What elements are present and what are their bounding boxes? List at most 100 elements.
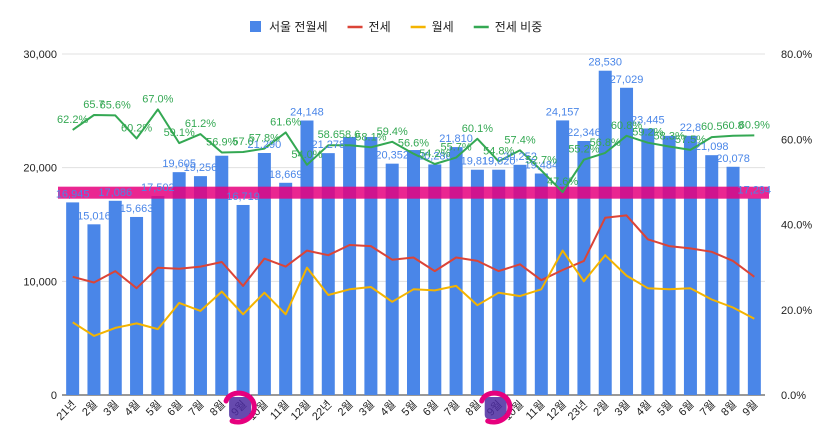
share-data-label: 54.8% xyxy=(483,145,514,157)
bar xyxy=(620,87,634,396)
bar-data-label: 23,445 xyxy=(631,115,665,127)
bar-data-label: 17,502 xyxy=(141,182,175,194)
share-data-label: 62.2% xyxy=(57,114,88,126)
share-data-label: 59.2% xyxy=(632,127,663,139)
bar-data-label: 19,819 xyxy=(461,156,495,168)
x-tick-label: 2월 xyxy=(79,398,100,419)
line-34a853 xyxy=(72,108,755,194)
bar xyxy=(747,198,761,395)
legend-label: 월세 xyxy=(432,20,454,34)
x-tick-label: 6월 xyxy=(420,398,441,419)
x-tick-label: 7월 xyxy=(697,398,718,419)
x-tick-label: 2월 xyxy=(335,398,356,419)
bar xyxy=(151,196,165,395)
x-tick-label: 6월 xyxy=(676,398,697,419)
x-tick-label: 3월 xyxy=(101,398,122,419)
share-data-label: 56.8% xyxy=(590,137,621,149)
line-series xyxy=(72,108,755,337)
share-data-label: 57.8% xyxy=(249,133,280,145)
share-data-label: 56.6% xyxy=(398,138,429,150)
share-data-label: 60.5 xyxy=(701,121,722,133)
x-tick-label: 7월 xyxy=(442,398,463,419)
x-tick-label: 8월 xyxy=(718,398,739,419)
share-data-label: 59.4% xyxy=(377,126,408,138)
line-db4437 xyxy=(72,214,755,290)
bar xyxy=(193,176,207,395)
bar-data-label: 21,290 xyxy=(248,139,282,151)
x-tick-label: 22년 xyxy=(309,398,334,423)
share-data-label: 61.2% xyxy=(185,118,216,130)
bar xyxy=(428,164,442,395)
tick-highlight-stroke xyxy=(223,390,257,425)
bar xyxy=(87,224,101,395)
bar xyxy=(172,172,186,395)
bar xyxy=(279,182,293,395)
legend-swatch xyxy=(250,21,261,32)
share-data-label: 58.6 xyxy=(339,129,360,141)
share-data-label: 59.1% xyxy=(164,127,195,139)
bar-data-label: 19,484 xyxy=(524,160,558,172)
x-tick-label: 9월 xyxy=(740,398,761,419)
bar xyxy=(662,135,676,395)
x-tick-label: 4월 xyxy=(122,398,143,419)
bar xyxy=(641,128,655,396)
bar xyxy=(130,216,144,395)
share-data-label: 54.0% xyxy=(291,149,322,161)
bar xyxy=(513,164,527,395)
share-data-label: 60.8% xyxy=(611,120,642,132)
bar xyxy=(66,202,80,395)
bar xyxy=(598,70,612,396)
y-right-tick-label: 60.0% xyxy=(781,134,812,146)
x-tick-label: 11월 xyxy=(267,398,291,422)
bar xyxy=(215,155,229,395)
share-data-label: 58.3% xyxy=(654,130,685,142)
x-tick-label: 6월 xyxy=(165,398,186,419)
bar-data-label: 20,078 xyxy=(716,153,750,165)
share-data-label: 65.7 xyxy=(83,99,104,111)
share-data-label: 57.5% xyxy=(675,134,706,146)
bar-data-label: 20,252 xyxy=(503,151,537,163)
bar-data-label: 20,352 xyxy=(375,150,409,162)
bar xyxy=(726,166,740,395)
bar-data-label: 19,820 xyxy=(482,156,516,168)
y-right-tick-label: 20.0% xyxy=(781,305,812,317)
x-tick-label: 23년 xyxy=(565,398,590,423)
legend: 서울 전월세 전세 월세 전세 비중 xyxy=(250,20,542,34)
x-tick-label: 21년 xyxy=(54,398,79,423)
x-tick-label: 3월 xyxy=(612,398,633,419)
share-data-label: 65.6% xyxy=(100,99,131,111)
y-left-tick-label: 20,000 xyxy=(23,163,57,175)
bar-data-label: 19,605 xyxy=(162,158,196,170)
y-right-tick-label: 0.0% xyxy=(781,390,806,402)
bar-series xyxy=(66,70,761,396)
share-data-label: 57.4% xyxy=(504,134,535,146)
bar-data-label: 24,157 xyxy=(546,106,580,118)
bar xyxy=(364,136,378,395)
share-data-label: 61.6% xyxy=(270,116,301,128)
share-data-label: 60.9% xyxy=(739,119,770,131)
share-data-label: 60.8 xyxy=(722,120,743,132)
bar-data-label: 22,346 xyxy=(567,127,601,139)
share-data-label: 52.7% xyxy=(526,154,557,166)
y-right-tick-label: 40.0% xyxy=(781,220,812,232)
bar xyxy=(257,153,271,395)
bar-data-label: 19,256 xyxy=(184,162,218,174)
line-f4b400 xyxy=(72,249,755,337)
legend-label: 전세 xyxy=(369,20,391,34)
x-tick-label: 11월 xyxy=(523,398,547,422)
bar-data-label: 16,719 xyxy=(226,191,260,203)
bar xyxy=(385,163,399,395)
x-tick-label: 7월 xyxy=(186,398,207,419)
share-data-label: 57.0 xyxy=(232,136,253,148)
share-data-label: 55.7% xyxy=(441,142,472,154)
bar xyxy=(577,141,591,395)
x-tick-label: 4월 xyxy=(378,398,399,419)
bar-data-label: 15,663 xyxy=(120,203,154,215)
bar-data-label: 21,810 xyxy=(439,133,473,145)
bar-data-label: 27,029 xyxy=(610,74,644,86)
tick-highlights xyxy=(223,390,513,425)
share-data-label: 54.2% xyxy=(419,148,450,160)
x-tick-label: 12월 xyxy=(288,398,313,423)
x-tick-label: 2월 xyxy=(591,398,612,419)
